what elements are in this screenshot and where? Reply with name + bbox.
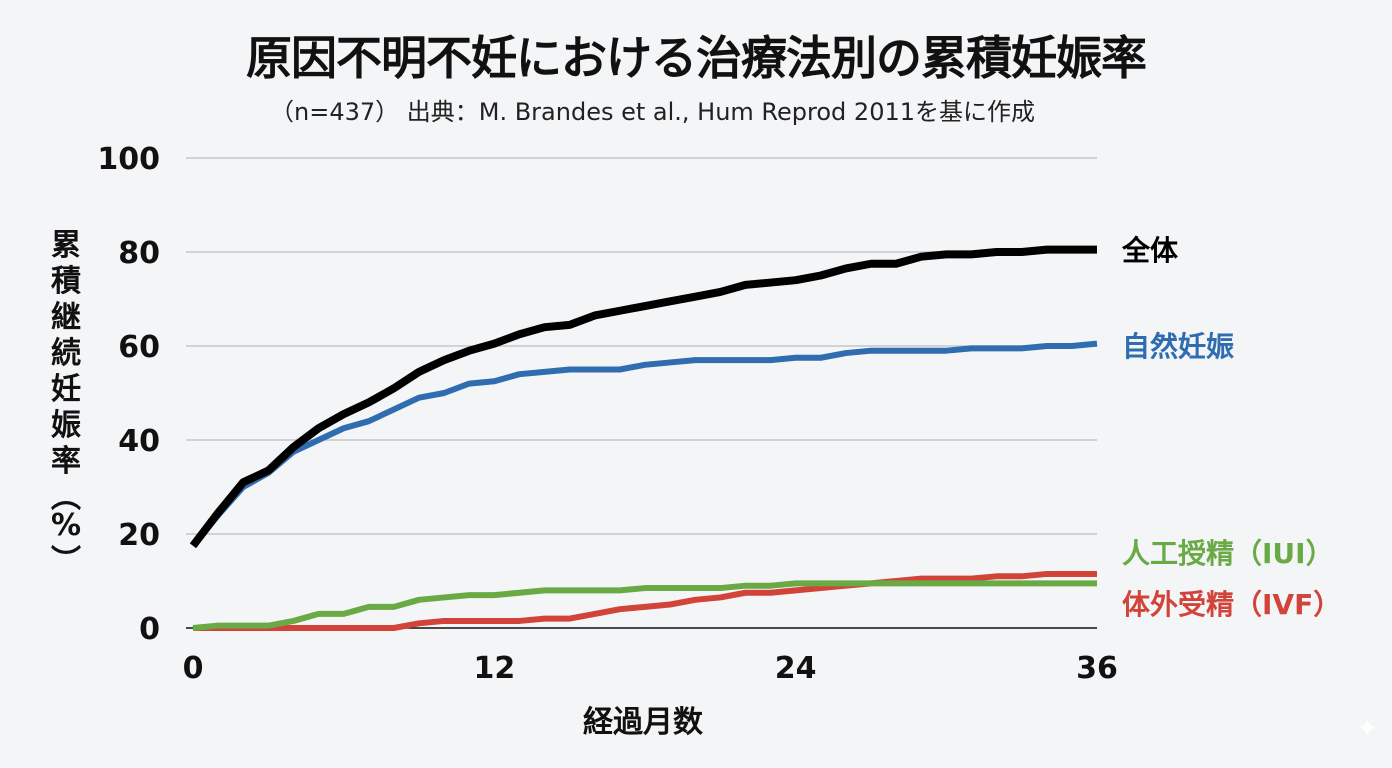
x-tick-label: 12 [473,651,515,686]
y-label-char: % [51,508,81,543]
series-label: 全体 [1121,234,1179,267]
y-label-char: 妊 [51,372,81,407]
sparkle-icon: ✦ [1356,714,1378,744]
series-lines [189,245,1098,631]
chart-subtitle: （n=437） 出典：M. Brandes et al., Hum Reprod… [270,98,1035,126]
series-line-3 [193,570,1097,631]
y-tick-label: 60 [118,330,160,365]
series-label: 自然妊娠 [1122,330,1234,363]
y-label-char: 累 [51,228,81,263]
y-label-char: ︶ [51,544,81,579]
gridlines [186,157,1097,535]
series-line-0 [189,245,1097,549]
y-tick-label: 100 [97,142,160,177]
series-line-1 [190,340,1098,548]
chart-title: 原因不明不妊における治療法別の累積妊娠率 [246,31,1147,85]
x-axis-label: 経過月数 [583,705,704,740]
series-label: 人工授精（IUI） [1122,537,1334,570]
y-label-char: 続 [51,336,81,371]
y-label-char: 継 [51,300,81,335]
series-label: 体外受精（IVF） [1122,588,1341,621]
y-tick-label: 40 [118,424,160,459]
y-label-char: ︵ [51,480,81,515]
y-label-char: 率 [51,444,81,479]
x-tick-label: 0 [183,651,204,686]
y-tick-label: 80 [118,236,160,271]
y-label-char: 積 [51,264,81,299]
y-axis-ticks: 0 20 40 60 80 100 [97,142,160,647]
x-axis-ticks: 0 12 24 36 [183,651,1118,686]
x-tick-label: 36 [1076,651,1118,686]
x-tick-label: 24 [775,651,817,686]
y-label-char: 娠 [51,408,81,443]
series-line-2 [192,580,1097,631]
y-tick-label: 0 [139,612,160,647]
y-tick-label: 20 [118,518,160,553]
